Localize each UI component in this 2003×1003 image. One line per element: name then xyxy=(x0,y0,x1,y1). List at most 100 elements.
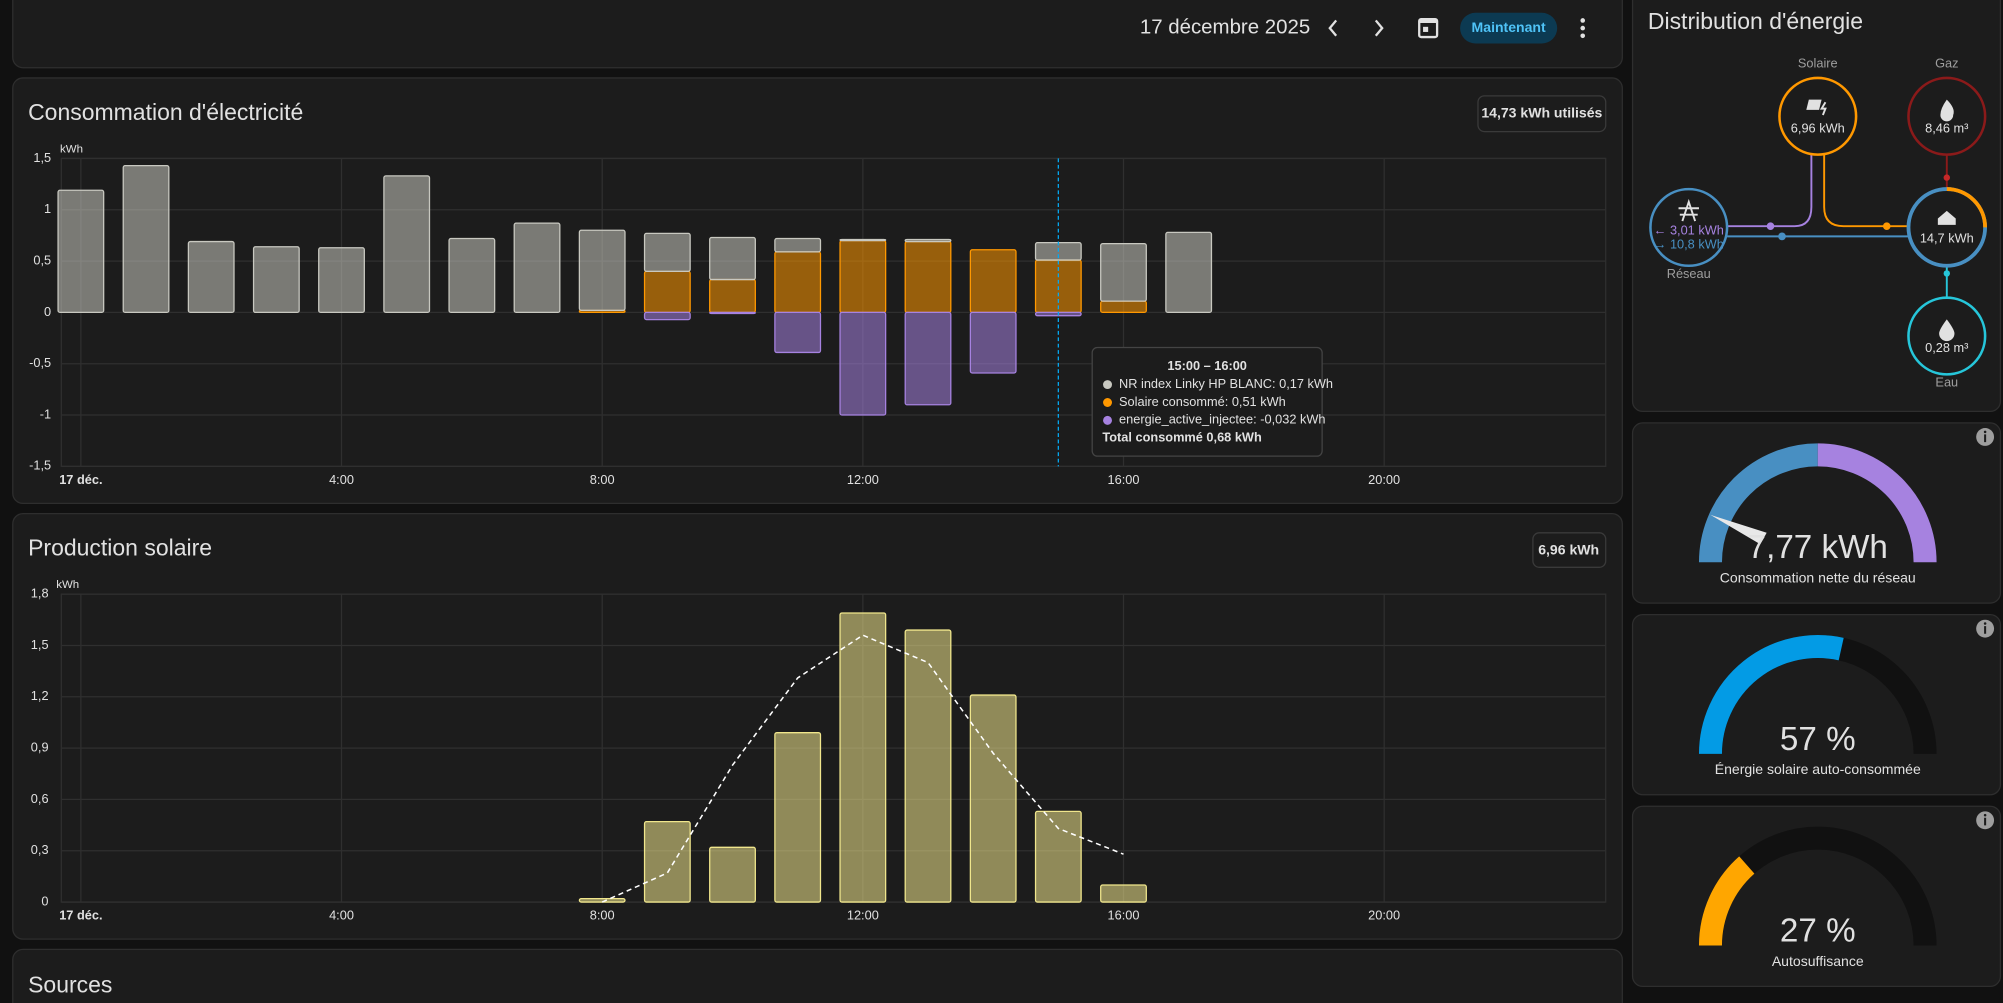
grid-icon xyxy=(1678,198,1699,222)
bar xyxy=(383,175,431,314)
y-tick-label: 0,9 xyxy=(31,739,49,754)
gauge-value: 57 % xyxy=(1780,721,1856,758)
x-tick-label: 20:00 xyxy=(1368,472,1400,487)
tooltip-line: energie_active_injectee: -0,032 kWh xyxy=(1119,412,1325,427)
tooltip-total: Total consommé 0,68 kWh xyxy=(1102,430,1261,445)
node-value: 6,96 kWh xyxy=(1791,120,1845,135)
solar-chart: 0 0,3 0,6 0,9 1,2 1,5 1,8 17 déc. 4:00 8:00 12:00 1… xyxy=(31,586,1607,922)
flow-dot xyxy=(1778,232,1786,241)
x-tick-label: 12:00 xyxy=(847,472,879,487)
x-tick-label: 17 déc. xyxy=(59,907,102,922)
node-value: → 10,8 kWh xyxy=(1654,237,1724,252)
y-tick-label: 1,5 xyxy=(33,150,51,165)
y-unit: kWh xyxy=(56,579,79,591)
bar xyxy=(1165,231,1213,314)
sources-card xyxy=(12,948,1623,1003)
y-tick-label: 0,6 xyxy=(31,791,49,806)
gas-icon xyxy=(1940,99,1954,122)
bar xyxy=(643,270,691,314)
date: 17 décembre 2025 xyxy=(1140,16,1310,39)
solar-node[interactable] xyxy=(1778,76,1858,156)
gauge-arc xyxy=(1698,443,1819,563)
grid-node[interactable] xyxy=(1649,187,1729,268)
y-tick-label: -1 xyxy=(40,406,51,421)
flow-dot xyxy=(1766,222,1775,230)
badge xyxy=(1477,95,1607,133)
water-icon xyxy=(1939,319,1955,342)
consumption-chart: 1,5 1 0,5 0 -0,5 -1 -1,5 17 déc. 4:00 8:00 12:00 16… xyxy=(29,150,1607,487)
calendar-button[interactable] xyxy=(1418,18,1439,39)
gauge-fill xyxy=(1698,856,1755,946)
home-icon xyxy=(1937,210,1956,225)
menu-button[interactable] xyxy=(1580,18,1586,39)
next-button[interactable] xyxy=(1374,19,1384,37)
node-label: Gaz xyxy=(1935,55,1958,70)
bar xyxy=(774,237,822,253)
bar xyxy=(1034,810,1082,903)
bar xyxy=(774,251,822,314)
tooltip-dot xyxy=(1103,398,1112,407)
calendar-icon xyxy=(1419,19,1438,23)
now-button[interactable] xyxy=(1460,12,1558,44)
tooltip-title: 15:00 – 16:00 xyxy=(1167,358,1246,373)
tooltip-box xyxy=(1091,346,1323,457)
bar xyxy=(448,237,496,314)
flow-dot xyxy=(1943,174,1950,181)
info-icon xyxy=(1983,430,1987,434)
bar xyxy=(187,240,235,314)
x-tick-label: 20:00 xyxy=(1368,907,1400,922)
y-tick-label: -1,5 xyxy=(29,458,51,473)
bar xyxy=(122,164,170,314)
tooltip-line: NR index Linky HP BLANC: 0,17 kWh xyxy=(1119,376,1333,391)
flow-line xyxy=(1727,154,1813,228)
info-icon xyxy=(1983,622,1987,625)
bar xyxy=(709,311,756,315)
y-tick-label: -0,5 xyxy=(29,355,51,370)
bar xyxy=(709,278,756,314)
flow-dot xyxy=(1882,222,1891,230)
node-value: 14,7 kWh xyxy=(1920,230,1974,245)
bar xyxy=(578,229,626,311)
card-title: Distribution d'énergie xyxy=(1648,8,1863,34)
gauge-label: Autosuffisance xyxy=(1772,953,1864,969)
node-label: Solaire xyxy=(1798,55,1838,70)
prev-button[interactable] xyxy=(1328,19,1338,37)
tooltip-dot xyxy=(1103,380,1112,390)
bar xyxy=(839,612,887,903)
solar-icon xyxy=(1806,99,1822,110)
y-tick-label: 0,5 xyxy=(33,252,51,267)
x-tick-label: 4:00 xyxy=(329,472,354,487)
menu-dot xyxy=(1580,33,1586,39)
badge xyxy=(1532,532,1607,568)
now-button-label: Maintenant xyxy=(1472,19,1546,35)
tooltip-line: Solaire consommé: 0,51 kWh xyxy=(1119,394,1286,409)
node-label: Réseau xyxy=(1667,266,1711,281)
x-tick-label: 16:00 xyxy=(1108,472,1140,487)
bar xyxy=(904,238,952,243)
bar xyxy=(904,311,952,406)
y-unit: kWh xyxy=(60,144,83,156)
card-title: Consommation d'électricité xyxy=(28,99,303,125)
bar xyxy=(643,311,691,321)
bar xyxy=(904,240,952,314)
node-value: ← 3,01 kWh xyxy=(1654,223,1724,238)
x-tick-label: 12:00 xyxy=(847,907,879,922)
node-value: 0,28 m³ xyxy=(1925,340,1968,355)
y-tick-label: 1,5 xyxy=(31,637,49,652)
node-label: Eau xyxy=(1935,375,1958,390)
bar xyxy=(709,846,756,903)
bar xyxy=(839,311,887,416)
bar xyxy=(839,238,887,242)
gauge-card xyxy=(1631,613,2002,796)
gauge-card xyxy=(1631,422,2002,604)
y-tick-label: 1 xyxy=(44,201,51,216)
gauges: 7,77 kWh Consommation nette du réseau 57 %… xyxy=(1698,443,1937,969)
node-value: 8,46 m³ xyxy=(1925,120,1968,135)
gauge-fill xyxy=(1698,635,1844,755)
gauge-needle xyxy=(1710,514,1767,545)
tooltip-dot xyxy=(1103,415,1112,425)
x-tick-label: 8:00 xyxy=(590,907,615,922)
bar xyxy=(643,821,691,903)
